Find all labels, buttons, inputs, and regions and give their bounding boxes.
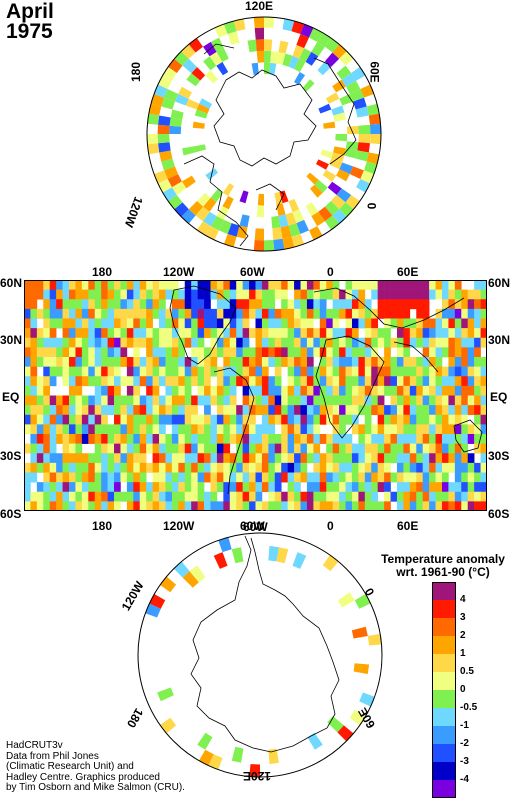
credits-line-5: by Tim Osborn and Mike Salmon (CRU).	[6, 782, 185, 793]
world-bottom-lon-180: 180	[92, 519, 113, 533]
legend-swatch	[432, 708, 456, 727]
world-lat-30s-right: 30S	[488, 449, 510, 463]
sp-label-60w: 60W	[243, 520, 268, 534]
world-bottom-lon-120w: 120W	[163, 519, 195, 533]
world-lat-30n-left: 30N	[0, 333, 23, 347]
south-polar-map	[137, 532, 383, 778]
legend-swatch	[432, 762, 456, 781]
map-title: April 1975	[6, 0, 54, 43]
north-polar-coastline	[183, 43, 357, 247]
legend-title-line2: wrt. 1961-90 (°C)	[396, 565, 490, 579]
world-lat-30s-left: 30S	[0, 449, 22, 463]
world-lat-60s-left: 60S	[0, 507, 22, 521]
legend-tick-label: 3	[460, 612, 466, 623]
legend-title: Temperature anomaly wrt. 1961-90 (°C)	[378, 553, 508, 579]
credits-line-3: (Climatic Research Unit) and	[6, 761, 134, 772]
legend-tick-label: -1	[460, 720, 469, 731]
legend-swatch	[432, 618, 456, 637]
legend-tick-label: -3	[460, 756, 469, 767]
sp-label-120e: 120E	[243, 769, 272, 783]
np-label-120e: 120E	[245, 0, 274, 13]
legend-tick-label: -4	[460, 774, 469, 785]
np-label-0: 0	[364, 202, 379, 210]
legend-swatch	[432, 726, 456, 745]
np-label-60e: 60E	[367, 61, 382, 83]
antarctica-coastline	[190, 535, 340, 753]
world-lat-30n-right: 30N	[488, 333, 511, 347]
legend-tick-label: -0.5	[460, 702, 478, 713]
world-top-lon-180: 180	[92, 265, 113, 279]
credits: HadCRUT3v Data from Phil Jones (Climatic…	[6, 740, 185, 794]
legend-swatch	[432, 690, 456, 709]
legend-swatch	[432, 654, 456, 673]
world-top-lon-0: 0	[327, 265, 334, 279]
world-lat-60n-right: 60N	[488, 276, 511, 290]
credits-line-2: Data from Phil Jones	[6, 750, 99, 762]
north-polar-map	[146, 16, 382, 252]
legend-swatch	[432, 636, 456, 655]
legend-swatch	[432, 600, 456, 619]
world-lat-eq-right: EQ	[490, 390, 508, 404]
world-lat-60n-left: 60N	[0, 276, 23, 290]
legend-title-line1: Temperature anomaly	[381, 552, 505, 566]
world-top-lon-60w: 60W	[240, 265, 265, 279]
legend-tick-label: 4	[460, 594, 466, 605]
legend-tick-label: -2	[460, 738, 469, 749]
legend-tick-label: 2	[460, 630, 466, 641]
world-bottom-lon-0: 0	[327, 519, 334, 533]
world-coastline	[169, 285, 483, 495]
legend-swatch	[432, 582, 456, 601]
world-lat-60s-right: 60S	[488, 507, 510, 521]
legend-swatch	[432, 744, 456, 763]
legend-tick-label: 1	[460, 648, 466, 659]
legend-swatch	[432, 780, 456, 798]
world-top-lon-120w: 120W	[163, 265, 195, 279]
world-bottom-lon-60w: 60W	[240, 519, 265, 533]
legend-tick-label: 0.5	[460, 666, 474, 677]
world-map	[24, 280, 487, 511]
world-top-lon-60e: 60E	[397, 265, 419, 279]
credits-line-1: HadCRUT3v	[6, 740, 63, 751]
np-label-180: 180	[129, 61, 144, 83]
title-month: April	[6, 0, 54, 23]
legend-swatch	[432, 672, 456, 691]
legend-tick-label: 0	[460, 684, 466, 695]
world-lat-eq-left: EQ	[2, 390, 20, 404]
world-bottom-lon-60e: 60E	[397, 519, 419, 533]
np-label-120w: 120W	[121, 194, 146, 230]
title-year: 1975	[6, 20, 53, 43]
color-legend	[432, 582, 456, 798]
credits-line-4: Hadley Centre. Graphics produced	[6, 771, 160, 783]
